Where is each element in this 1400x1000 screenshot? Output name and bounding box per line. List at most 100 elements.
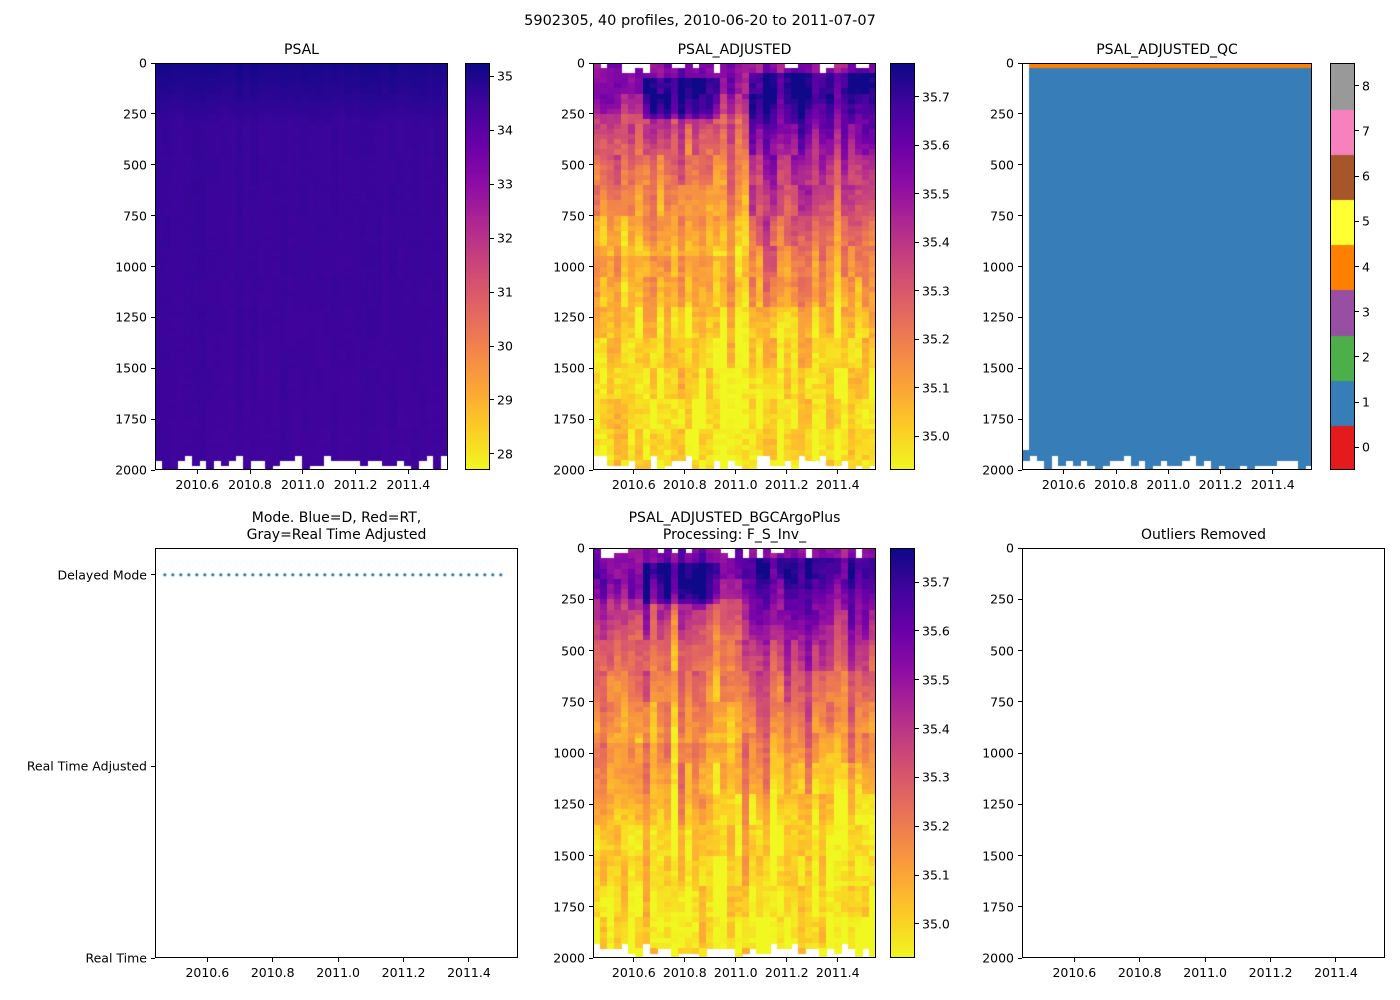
y-tick-label: 500 bbox=[561, 157, 585, 173]
psal_adjusted-colorbar-frame bbox=[890, 63, 915, 470]
x-tick-label: 2010.8 bbox=[662, 477, 707, 492]
colorbar-tick-mark bbox=[1355, 356, 1359, 358]
y-tick-mark bbox=[151, 957, 155, 959]
colorbar-tick-mark bbox=[915, 290, 919, 292]
x-tick-label: 2011.4 bbox=[815, 477, 860, 492]
colorbar-tick-label: 33 bbox=[497, 176, 513, 192]
x-tick-label: 2011.0 bbox=[316, 965, 360, 980]
x-tick-label: 2011.2 bbox=[1248, 965, 1293, 980]
y-tick-mark bbox=[1018, 701, 1022, 703]
x-tick-label: 2010.8 bbox=[1094, 477, 1138, 492]
x-tick-label: 2010.6 bbox=[1052, 965, 1097, 980]
y-tick-mark bbox=[151, 215, 155, 217]
colorbar-tick-mark bbox=[490, 75, 494, 77]
y-tick-label: 0 bbox=[1006, 540, 1014, 556]
y-tick-label: 0 bbox=[1006, 55, 1014, 71]
colorbar-tick-mark bbox=[915, 144, 919, 146]
x-tick-label: 2011.2 bbox=[764, 965, 809, 980]
y-tick-mark bbox=[589, 316, 593, 318]
x-tick-label: 2010.6 bbox=[611, 477, 656, 492]
y-tick-label: 1250 bbox=[982, 796, 1014, 812]
colorbar-tick-mark bbox=[915, 96, 919, 98]
x-tick-mark bbox=[403, 958, 405, 962]
y-tick-label: 250 bbox=[561, 591, 585, 607]
y-tick-mark bbox=[151, 469, 155, 471]
colorbar-tick-mark bbox=[915, 338, 919, 340]
x-tick-label: 2010.6 bbox=[185, 965, 230, 980]
y-tick-mark bbox=[151, 367, 155, 369]
y-tick-mark bbox=[1018, 650, 1022, 651]
x-tick-mark bbox=[1139, 958, 1141, 962]
y-tick-label: 2000 bbox=[982, 462, 1014, 478]
x-tick-mark bbox=[407, 470, 409, 474]
y-tick-mark bbox=[589, 113, 593, 115]
psal-heatmap bbox=[155, 63, 448, 470]
colorbar-tick-mark bbox=[915, 728, 919, 730]
y-tick-label: 1500 bbox=[982, 360, 1014, 376]
y-tick-label: 0 bbox=[577, 55, 585, 71]
y-tick-label: 0 bbox=[139, 55, 147, 71]
y-tick-mark bbox=[1018, 803, 1022, 805]
x-tick-mark bbox=[1272, 470, 1274, 474]
x-tick-mark bbox=[1220, 470, 1222, 474]
y-tick-mark bbox=[151, 164, 155, 166]
x-tick-mark bbox=[206, 958, 208, 962]
x-tick-label: 2011.0 bbox=[1146, 477, 1191, 492]
colorbar-tick-mark bbox=[1355, 446, 1359, 448]
colorbar-tick-label: 3 bbox=[1362, 304, 1370, 320]
y-tick-label: 1500 bbox=[982, 848, 1014, 863]
y-tick-mark bbox=[1018, 855, 1022, 856]
x-tick-label: 2011.0 bbox=[713, 477, 758, 492]
colorbar-tick-mark bbox=[915, 435, 919, 437]
colorbar-tick-label: 35.6 bbox=[922, 137, 950, 153]
y-tick-label: 2000 bbox=[553, 950, 585, 966]
y-tick-label: 1000 bbox=[982, 259, 1014, 274]
y-category-label: Real Time bbox=[85, 950, 147, 966]
y-tick-mark bbox=[1018, 316, 1022, 318]
x-tick-label: 2010.6 bbox=[1041, 477, 1086, 492]
colorbar-tick-mark bbox=[490, 237, 494, 239]
colorbar-tick-label: 32 bbox=[497, 230, 513, 246]
colorbar-tick-label: 5 bbox=[1362, 213, 1370, 229]
y-tick-label: 750 bbox=[990, 208, 1014, 224]
psal_adjusted-axes-frame bbox=[593, 63, 876, 470]
x-tick-label: 2011.0 bbox=[713, 965, 758, 980]
plot-title: Outliers Removed bbox=[1141, 527, 1266, 543]
psal-axes-frame bbox=[155, 63, 448, 470]
colorbar-tick-mark bbox=[1355, 401, 1359, 403]
y-tick-mark bbox=[589, 418, 593, 420]
y-tick-mark bbox=[151, 418, 155, 420]
colorbar-tick-mark bbox=[1355, 266, 1359, 267]
colorbar-tick-mark bbox=[915, 241, 919, 243]
colorbar-tick-label: 8 bbox=[1362, 78, 1370, 94]
y-tick-label: 750 bbox=[990, 694, 1014, 710]
colorbar-tick-mark bbox=[1355, 175, 1359, 177]
colorbar-tick-label: 1 bbox=[1362, 394, 1370, 410]
colorbar-tick-label: 35.3 bbox=[922, 769, 950, 785]
outliers-axes-frame bbox=[1022, 548, 1385, 958]
y-tick-mark bbox=[589, 215, 593, 217]
y-tick-mark bbox=[1018, 752, 1022, 754]
y-tick-mark bbox=[1018, 957, 1022, 959]
y-tick-label: 1000 bbox=[553, 745, 585, 761]
y-tick-label: 750 bbox=[561, 208, 585, 224]
y-tick-mark bbox=[1018, 215, 1022, 217]
y-tick-label: 1500 bbox=[115, 360, 147, 376]
y-tick-mark bbox=[589, 957, 593, 959]
colorbar-tick-label: 35.7 bbox=[922, 574, 950, 590]
x-tick-mark bbox=[249, 470, 251, 474]
colorbar-tick-mark bbox=[490, 399, 494, 401]
y-tick-mark bbox=[1018, 113, 1022, 115]
x-tick-mark bbox=[735, 470, 737, 474]
colorbar-tick-label: 35.4 bbox=[922, 721, 950, 737]
y-tick-label: 1000 bbox=[115, 259, 147, 274]
colorbar-tick-label: 6 bbox=[1362, 168, 1370, 184]
y-tick-label: 1000 bbox=[982, 745, 1014, 761]
x-tick-mark bbox=[1270, 958, 1272, 962]
colorbar-tick-label: 35.3 bbox=[922, 283, 950, 299]
y-tick-label: 1250 bbox=[553, 309, 585, 325]
psal-colorbar-frame bbox=[465, 63, 490, 470]
y-tick-label: 250 bbox=[990, 106, 1014, 122]
y-tick-label: 1250 bbox=[115, 309, 147, 325]
y-tick-mark bbox=[1018, 62, 1022, 64]
